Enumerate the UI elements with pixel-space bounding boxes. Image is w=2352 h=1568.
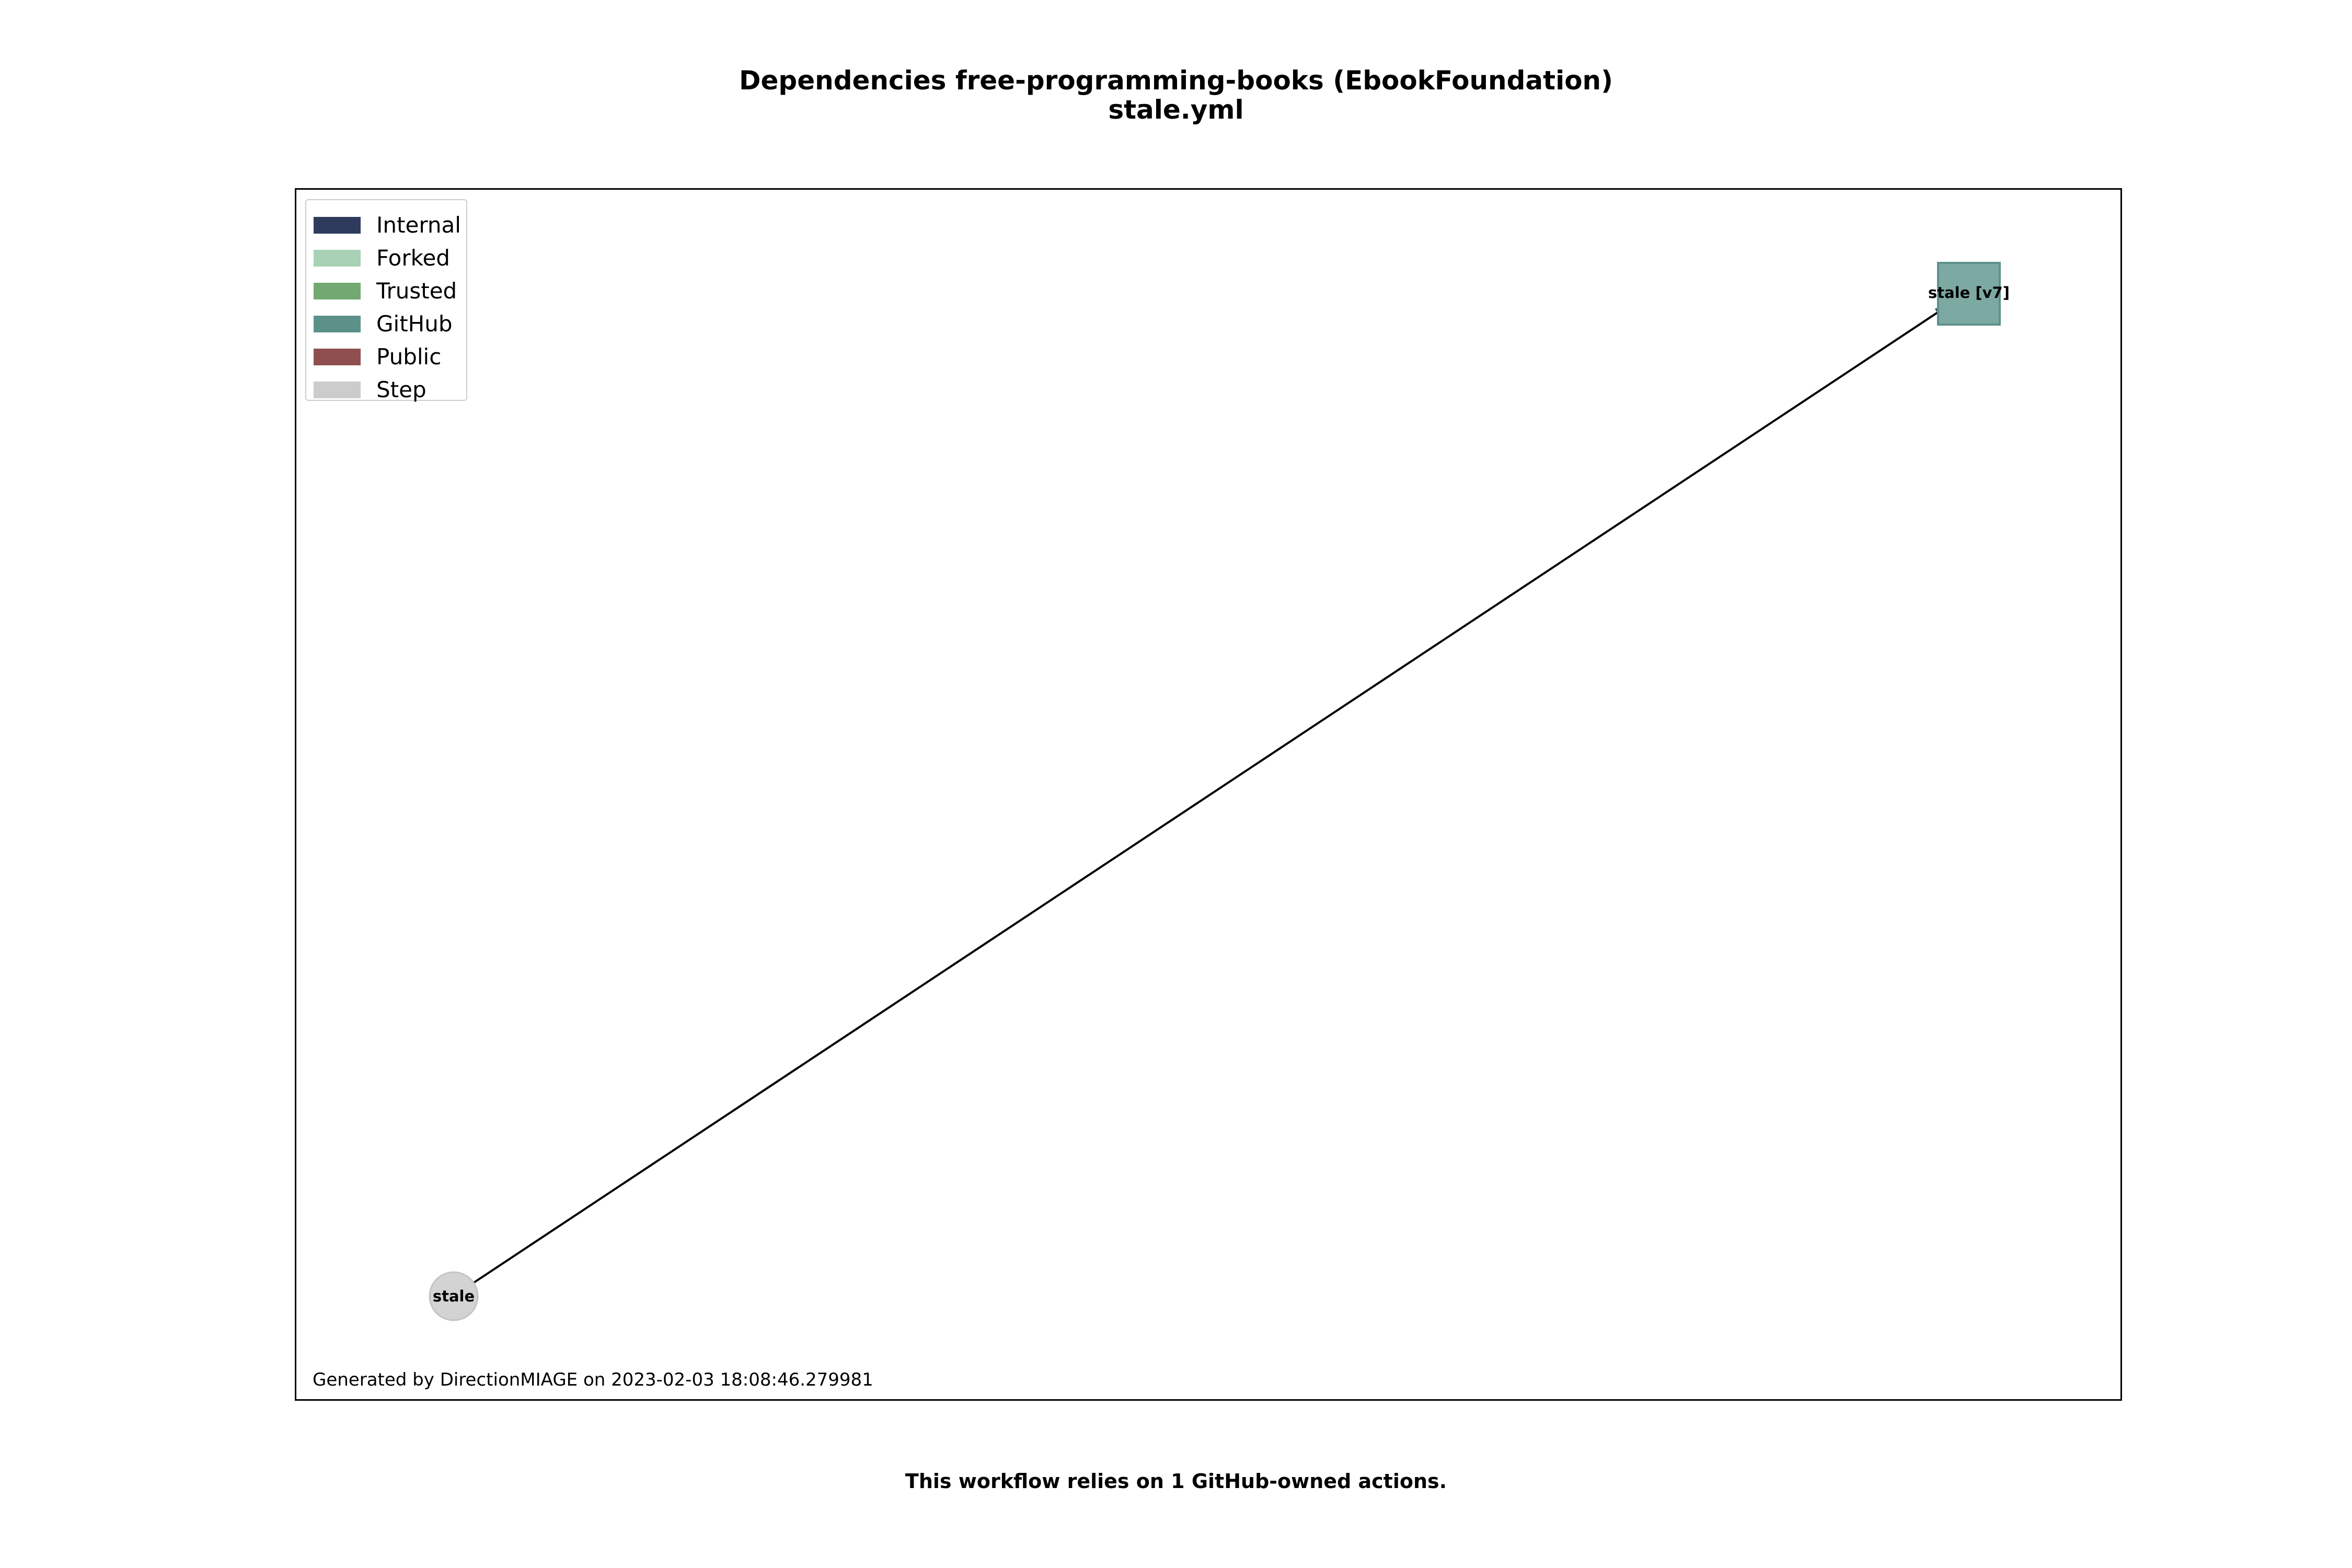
legend-item-step: Step <box>306 373 466 406</box>
node-step[interactable]: stale <box>429 1271 479 1321</box>
title-line-1: Dependencies free-programming-books (Ebo… <box>739 65 1613 96</box>
legend-swatch-public <box>314 348 361 365</box>
legend-swatch-forked <box>314 249 361 267</box>
legend-item-internal: Internal <box>306 209 466 241</box>
legend-label-public: Public <box>376 344 442 370</box>
legend-label-step: Step <box>376 377 426 402</box>
legend-item-public: Public <box>306 340 466 373</box>
legend-item-trusted: Trusted <box>306 274 466 307</box>
plot-area <box>295 188 2122 1401</box>
diagram-title: Dependencies free-programming-books (Ebo… <box>0 66 2352 124</box>
action-node-square <box>1937 262 2001 326</box>
actions-caption: This workflow relies on 1 GitHub-owned a… <box>905 1470 1447 1493</box>
node-action[interactable]: stale [v7] <box>1928 262 2010 326</box>
edge-step-to-action <box>472 305 1948 1284</box>
step-node-label: stale <box>433 1287 475 1305</box>
legend-label-internal: Internal <box>376 212 461 238</box>
legend: Internal Forked Trusted GitHub Public St… <box>305 199 467 402</box>
legend-label-trusted: Trusted <box>376 278 457 304</box>
legend-swatch-internal <box>314 216 361 234</box>
legend-label-github: GitHub <box>376 311 453 337</box>
generated-note: Generated by DirectionMIAGE on 2023-02-0… <box>313 1369 873 1390</box>
action-node-label: stale [v7] <box>1928 284 2010 302</box>
step-node-circle <box>429 1271 479 1321</box>
legend-swatch-step <box>314 381 361 398</box>
legend-label-forked: Forked <box>376 245 450 271</box>
legend-item-forked: Forked <box>306 241 466 274</box>
legend-swatch-trusted <box>314 282 361 299</box>
legend-swatch-github <box>314 315 361 332</box>
legend-item-github: GitHub <box>306 307 466 340</box>
title-line-2: stale.yml <box>1108 95 1244 125</box>
